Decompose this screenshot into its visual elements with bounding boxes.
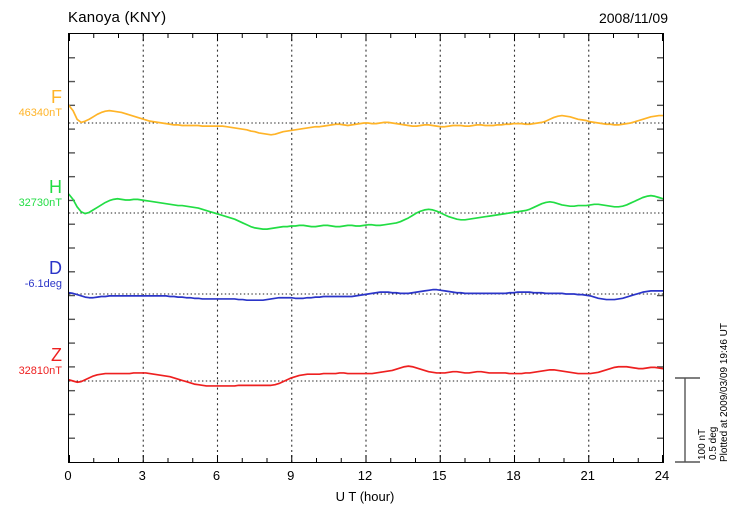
- scale-bar-deg-label: 0.5 deg: [708, 426, 719, 460]
- component-letter-d: D: [49, 258, 62, 278]
- component-letter-h: H: [49, 177, 62, 197]
- x-tick-label-21: 21: [580, 468, 595, 483]
- plotted-timestamp: Plotted at 2009/03/09 19:46 UT: [719, 323, 730, 462]
- x-axis-major-ticks: [69, 34, 663, 462]
- trace-z: [69, 365, 663, 387]
- x-axis-minor-ticks: [93, 34, 639, 462]
- trace-h: [69, 193, 663, 230]
- magnetogram-plot: [69, 34, 663, 462]
- x-tick-label-6: 6: [212, 468, 221, 483]
- x-tick-label-0: 0: [64, 468, 72, 483]
- observation-date: 2008/11/09: [598, 10, 668, 26]
- trace-d: [69, 288, 663, 302]
- scale-bar-nt-label: 100 nT: [697, 428, 708, 460]
- component-value-h: 32730nT: [18, 197, 62, 209]
- component-value-d: -6.1deg: [24, 278, 62, 290]
- x-tick-label-9: 9: [287, 468, 295, 483]
- component-value-z: 32810nT: [18, 365, 62, 377]
- component-letter-f: F: [51, 87, 62, 107]
- component-label-h: H 32730nT: [0, 178, 62, 210]
- plot-frame: [68, 33, 664, 463]
- gridlines: [142, 34, 590, 462]
- component-value-f: 46340nT: [18, 107, 62, 119]
- trace-f: [69, 104, 663, 136]
- component-label-z: Z 32810nT: [0, 346, 62, 378]
- scale-bar: [675, 377, 700, 463]
- component-traces: [69, 104, 663, 387]
- component-label-d: D -6.1deg: [0, 259, 62, 291]
- page-title: Kanoya (KNY): [68, 9, 167, 26]
- scale-bar-label-group: 100 nT 0.5 deg: [686, 382, 719, 462]
- y-axis-minor-ticks: [69, 57, 663, 439]
- component-label-f: F 46340nT: [0, 88, 62, 120]
- component-letter-z: Z: [51, 345, 62, 365]
- x-tick-label-3: 3: [138, 468, 146, 483]
- x-tick-label-12: 12: [357, 468, 373, 483]
- x-tick-label-18: 18: [506, 468, 521, 483]
- x-tick-label-15: 15: [432, 468, 447, 483]
- x-axis-title: U T (hour): [335, 489, 395, 504]
- x-tick-label-24: 24: [654, 468, 670, 483]
